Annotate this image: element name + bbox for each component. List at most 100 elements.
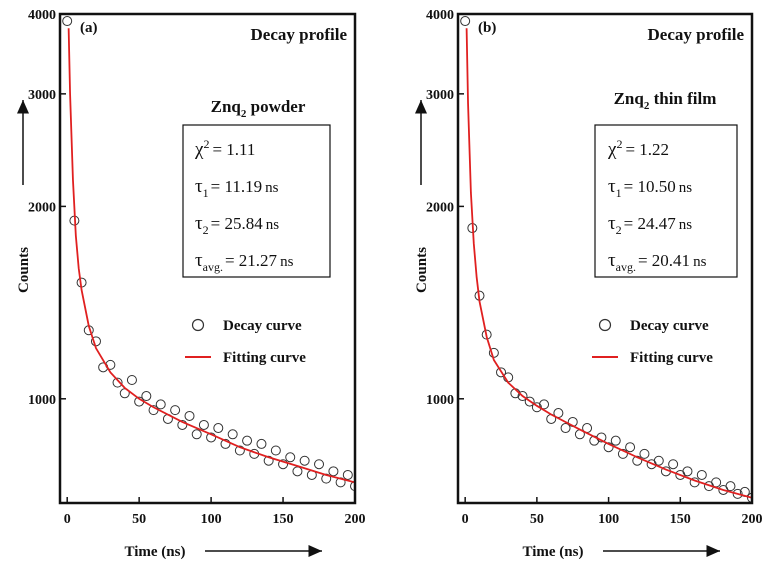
data-point [62,16,73,27]
data-point [517,391,528,402]
stat-eq: = 24.47 [624,214,677,233]
fit-line [465,28,752,499]
data-point [625,442,636,453]
stat-symbol: χ [194,139,204,160]
data-point [242,435,253,446]
stat-unit: ns [280,254,294,270]
stat-eq: = 21.27 [225,251,278,270]
sample-suffix: thin film [649,89,716,108]
legend-label: Fitting curve [223,350,306,366]
stat: τ1 = 10.50 ns [608,176,692,200]
x-tick-label: 50 [530,512,544,527]
y-tick-label: 3000 [28,88,56,103]
stat-eq: = 1.22 [625,140,669,159]
stat-unit: ns [679,217,693,233]
stat-sup: 2 [616,137,622,151]
data-point [234,445,245,456]
stat-eq: = 1.11 [212,140,255,159]
x-tick-label: 0 [64,512,71,527]
y-tick-label: 4000 [426,8,454,23]
x-tick-label: 0 [462,512,469,527]
data-point [668,459,679,470]
stat-symbol: τ [608,176,616,197]
data-point [328,466,339,477]
stat-sub: 1 [616,186,622,200]
stat-symbol: τ [195,213,203,234]
data-point [747,492,752,503]
stat-sup: 2 [203,137,209,151]
x-tick-label: 150 [273,512,294,527]
legend-label: Decay curve [223,318,302,334]
data-point [350,481,355,492]
stat-sub: avg. [203,260,223,274]
stat-eq: = 25.84 [211,214,264,233]
data-point [610,435,621,446]
stat-unit: ns [265,180,279,196]
x-axis-label: Time (ns) [523,544,584,560]
x-tick-label: 150 [670,512,691,527]
x-tick-label: 50 [132,512,146,527]
data-point [531,402,542,413]
axes-frame [456,12,754,505]
sample-suffix: powder [246,97,305,116]
stat-symbol: τ [608,213,616,234]
x-tick-label: 200 [742,512,763,527]
stats-box [182,124,331,278]
stat-sub: 2 [616,223,622,237]
data-point [696,469,707,480]
y-tick-label: 2000 [426,200,454,215]
legend-marker [191,318,205,332]
x-tick-label: 200 [345,512,366,527]
sample-name: Znq2 thin film [614,89,717,112]
stat: χ2 = 1.22 [607,137,669,160]
data-point [191,429,202,440]
data-point [653,455,664,466]
x-tick-label: 100 [598,512,619,527]
data-point [711,477,722,488]
stat: τ1 = 11.19 ns [195,176,279,200]
panel-title: Decay profile [648,25,745,44]
stat-unit: ns [266,217,280,233]
sample-name: Znq2 powder [211,97,306,120]
data-point [560,423,571,434]
stat: τavg. = 21.27 ns [195,250,294,274]
stat-sub: avg. [616,260,636,274]
stat: τ2 = 25.84 ns [195,213,279,237]
legend-label: Fitting curve [630,350,713,366]
stat-sub: 1 [203,186,209,200]
data-point [725,481,736,492]
data-point [170,405,181,416]
y-tick-label: 1000 [28,393,56,408]
stat-eq: = 10.50 [624,177,676,196]
plot-area [460,16,752,503]
data-point [682,466,693,477]
sample-sub: 2 [644,100,650,112]
y-tick-label: 4000 [28,8,56,23]
data-point [496,367,507,378]
data-point [141,391,152,402]
y-tick-label: 3000 [426,88,454,103]
data-point [227,429,238,440]
data-point [617,448,628,459]
legend-marker [598,318,612,332]
legend-label: Decay curve [630,318,709,334]
y-tick-label: 2000 [28,200,56,215]
data-point [263,455,274,466]
data-point [299,455,310,466]
data-point [732,488,743,499]
stat: τavg. = 20.41 ns [608,250,707,274]
data-point [270,445,281,456]
data-point [155,399,166,410]
stats-box [594,124,738,278]
y-tick-label: 1000 [426,393,454,408]
sample-prefix: Znq [211,97,242,116]
data-point [184,410,195,421]
data-point [285,452,296,463]
stat-unit: ns [693,254,707,270]
panel-label: (b) [478,20,496,36]
stat-symbol: τ [608,250,616,271]
fit-line [67,28,355,484]
y-axis-label: Counts [16,247,32,293]
data-point [112,377,123,388]
